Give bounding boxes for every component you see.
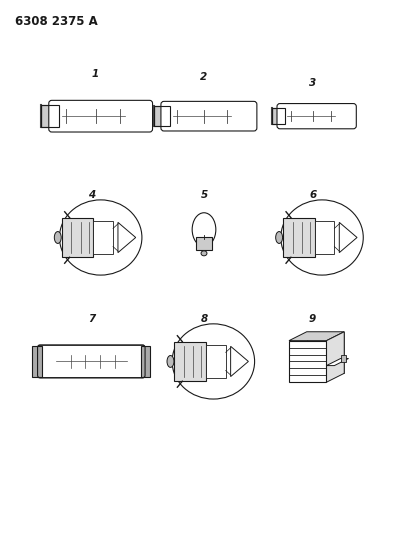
- Text: 7: 7: [88, 314, 95, 324]
- Bar: [272, 108, 285, 124]
- Bar: [272, 108, 285, 124]
- Bar: [32, 346, 42, 377]
- Text: 1: 1: [92, 69, 99, 78]
- Bar: [41, 105, 59, 127]
- Text: 4: 4: [88, 190, 95, 200]
- Bar: [283, 217, 315, 257]
- Polygon shape: [326, 359, 348, 366]
- Ellipse shape: [172, 324, 255, 399]
- Bar: [341, 354, 346, 362]
- FancyBboxPatch shape: [277, 103, 356, 129]
- Bar: [196, 238, 212, 251]
- Ellipse shape: [201, 251, 207, 256]
- Text: 3: 3: [309, 78, 316, 88]
- Text: 9: 9: [309, 314, 316, 324]
- Ellipse shape: [192, 213, 216, 246]
- Text: 8: 8: [200, 314, 208, 324]
- Bar: [315, 221, 335, 254]
- Bar: [289, 341, 326, 382]
- Polygon shape: [289, 332, 344, 341]
- Text: 6: 6: [309, 190, 316, 200]
- FancyBboxPatch shape: [161, 101, 257, 131]
- Ellipse shape: [281, 200, 363, 275]
- Polygon shape: [326, 332, 344, 382]
- Ellipse shape: [167, 356, 174, 367]
- Text: 5: 5: [200, 190, 208, 200]
- Polygon shape: [307, 332, 344, 373]
- Bar: [93, 221, 113, 254]
- Bar: [174, 342, 206, 381]
- FancyBboxPatch shape: [38, 345, 145, 378]
- Bar: [154, 106, 171, 126]
- Bar: [41, 105, 59, 127]
- Bar: [206, 345, 226, 378]
- Bar: [154, 106, 171, 126]
- Text: 2: 2: [200, 71, 208, 82]
- Bar: [141, 346, 151, 377]
- Ellipse shape: [60, 200, 142, 275]
- Text: 6308 2375 A: 6308 2375 A: [15, 14, 98, 28]
- FancyBboxPatch shape: [49, 100, 153, 132]
- Ellipse shape: [276, 231, 283, 244]
- Bar: [62, 217, 93, 257]
- Ellipse shape: [54, 231, 61, 244]
